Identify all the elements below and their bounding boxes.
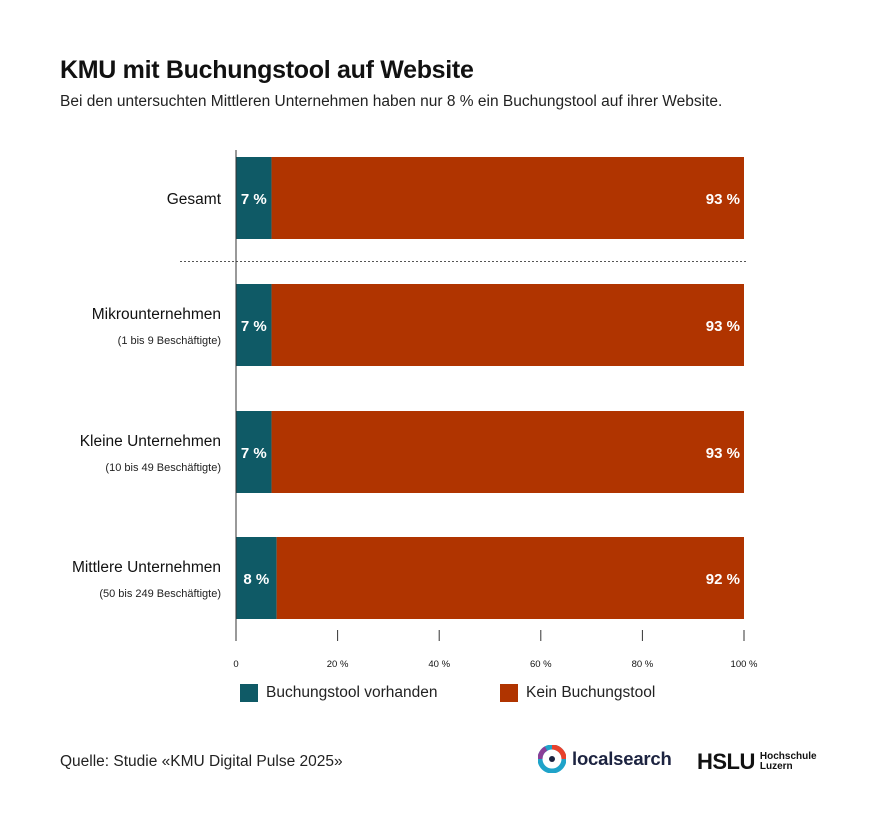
hslu-logo-sub: Hochschule Luzern xyxy=(760,752,817,772)
x-tick-label-4: 80 % xyxy=(632,659,654,670)
category-label-1: Mikrounternehmen xyxy=(92,306,221,323)
category-label-3: Mittlere Unternehmen xyxy=(72,559,221,576)
data-label-1-1: 93 % xyxy=(706,318,740,335)
x-tick-label-2: 40 % xyxy=(428,659,450,670)
chart-title: KMU mit Buchungstool auf Website xyxy=(60,56,474,84)
data-label-1-3: 92 % xyxy=(706,571,740,588)
localsearch-logo: localsearch xyxy=(538,745,672,773)
x-tick-label-0: 0 xyxy=(233,659,238,670)
data-label-1-2: 93 % xyxy=(706,445,740,462)
bar-1-2 xyxy=(271,411,744,493)
chart-subtitle: Bei den untersuchten Mittleren Unternehm… xyxy=(60,93,723,110)
source-note: Quelle: Studie «KMU Digital Pulse 2025» xyxy=(60,753,343,770)
category-sublabel-2: (10 bis 49 Beschäftigte) xyxy=(105,462,221,474)
data-label-0-3: 8 % xyxy=(243,571,269,588)
x-tick-label-5: 100 % xyxy=(731,659,758,670)
legend-label-vorhanden: Buchungstool vorhanden xyxy=(266,684,438,701)
bar-0-3 xyxy=(236,537,277,619)
data-label-0-2: 7 % xyxy=(241,445,267,462)
legend-item-kein: Kein Buchungstool xyxy=(500,684,655,702)
data-label-1-0: 93 % xyxy=(706,191,740,208)
bar-0-2 xyxy=(236,411,272,493)
hslu-logo-text: HSLU xyxy=(697,749,755,774)
legend: Buchungstool vorhanden Kein Buchungstool xyxy=(0,684,886,706)
localsearch-logo-text: localsearch xyxy=(572,748,672,769)
localsearch-logo-icon xyxy=(538,745,566,773)
data-label-0-0: 7 % xyxy=(241,191,267,208)
data-label-0-1: 7 % xyxy=(241,318,267,335)
hslu-logo-line1: Hochschule xyxy=(759,751,817,762)
bar-1-1 xyxy=(271,284,744,366)
hslu-logo: HSLU Hochschule Luzern xyxy=(697,749,817,775)
category-label-2: Kleine Unternehmen xyxy=(80,433,221,450)
category-label-0: Gesamt xyxy=(167,191,222,208)
x-tick-label-1: 20 % xyxy=(327,659,349,670)
legend-item-vorhanden: Buchungstool vorhanden xyxy=(240,684,438,702)
bar-0-1 xyxy=(236,284,272,366)
legend-label-kein: Kein Buchungstool xyxy=(526,684,656,701)
bar-0-0 xyxy=(236,157,272,239)
bar-1-3 xyxy=(276,537,744,619)
category-sublabel-3: (50 bis 249 Beschäftigte) xyxy=(99,588,221,600)
hslu-logo-line2: Luzern xyxy=(759,761,793,772)
bar-chart: 7 % 93 % Gesamt 7 % 93 % Mikrounternehmen (1 b… xyxy=(72,150,758,670)
legend-swatch-vorhanden xyxy=(240,684,258,702)
x-tick-label-3: 60 % xyxy=(530,659,552,670)
legend-swatch-kein xyxy=(500,684,518,702)
category-sublabel-1: (1 bis 9 Beschäftigte) xyxy=(118,335,221,347)
bar-1-0 xyxy=(271,157,744,239)
